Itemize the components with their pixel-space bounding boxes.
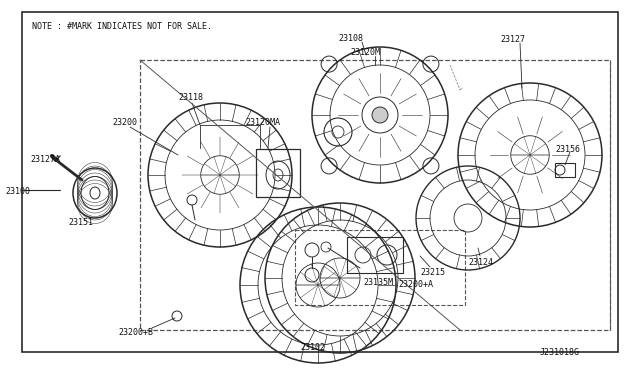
Text: 23200: 23200 [112,118,137,127]
Circle shape [372,107,388,123]
Text: 23135M: 23135M [363,278,393,287]
Text: J231018G: J231018G [540,348,580,357]
Text: 23100: 23100 [5,187,30,196]
Text: 23124: 23124 [468,258,493,267]
Text: 23120M: 23120M [350,48,380,57]
Text: 23102: 23102 [300,343,325,352]
Text: 23118: 23118 [178,93,203,102]
Text: 23200+A: 23200+A [398,280,433,289]
Text: 23151: 23151 [68,218,93,227]
Text: 23127A: 23127A [30,155,60,164]
Text: 23200+B: 23200+B [118,328,153,337]
Text: 23108: 23108 [338,34,363,43]
Text: 23215: 23215 [420,268,445,277]
Bar [347,237,403,273]
Bar [256,149,300,197]
Text: 23156: 23156 [555,145,580,154]
Bar [555,163,575,177]
Text: 23120MA: 23120MA [245,118,280,127]
Text: NOTE : #MARK INDICATES NOT FOR SALE.: NOTE : #MARK INDICATES NOT FOR SALE. [32,22,212,31]
Text: 23127: 23127 [500,35,525,44]
